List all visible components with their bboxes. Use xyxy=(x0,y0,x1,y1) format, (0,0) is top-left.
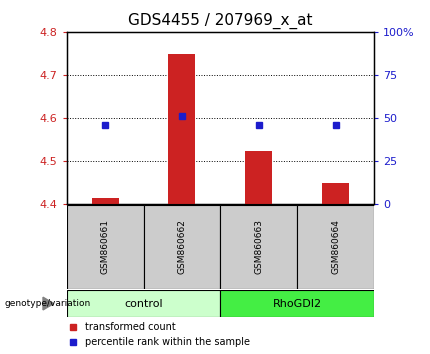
Bar xyxy=(67,205,144,289)
Text: genotype/variation: genotype/variation xyxy=(4,299,91,308)
Text: transformed count: transformed count xyxy=(85,321,176,332)
Bar xyxy=(297,205,374,289)
Text: control: control xyxy=(124,298,163,309)
Bar xyxy=(169,54,195,204)
Title: GDS4455 / 207969_x_at: GDS4455 / 207969_x_at xyxy=(128,13,313,29)
Text: percentile rank within the sample: percentile rank within the sample xyxy=(85,337,250,348)
Text: GSM860661: GSM860661 xyxy=(101,219,110,274)
Bar xyxy=(92,198,119,204)
Bar xyxy=(246,151,272,204)
Text: GSM860664: GSM860664 xyxy=(331,219,340,274)
Bar xyxy=(67,290,221,317)
Bar xyxy=(221,205,297,289)
Text: GSM860662: GSM860662 xyxy=(178,219,187,274)
Bar xyxy=(221,290,374,317)
Bar xyxy=(322,183,349,204)
Bar xyxy=(144,205,221,289)
Text: RhoGDI2: RhoGDI2 xyxy=(273,298,322,309)
Text: GSM860663: GSM860663 xyxy=(254,219,263,274)
